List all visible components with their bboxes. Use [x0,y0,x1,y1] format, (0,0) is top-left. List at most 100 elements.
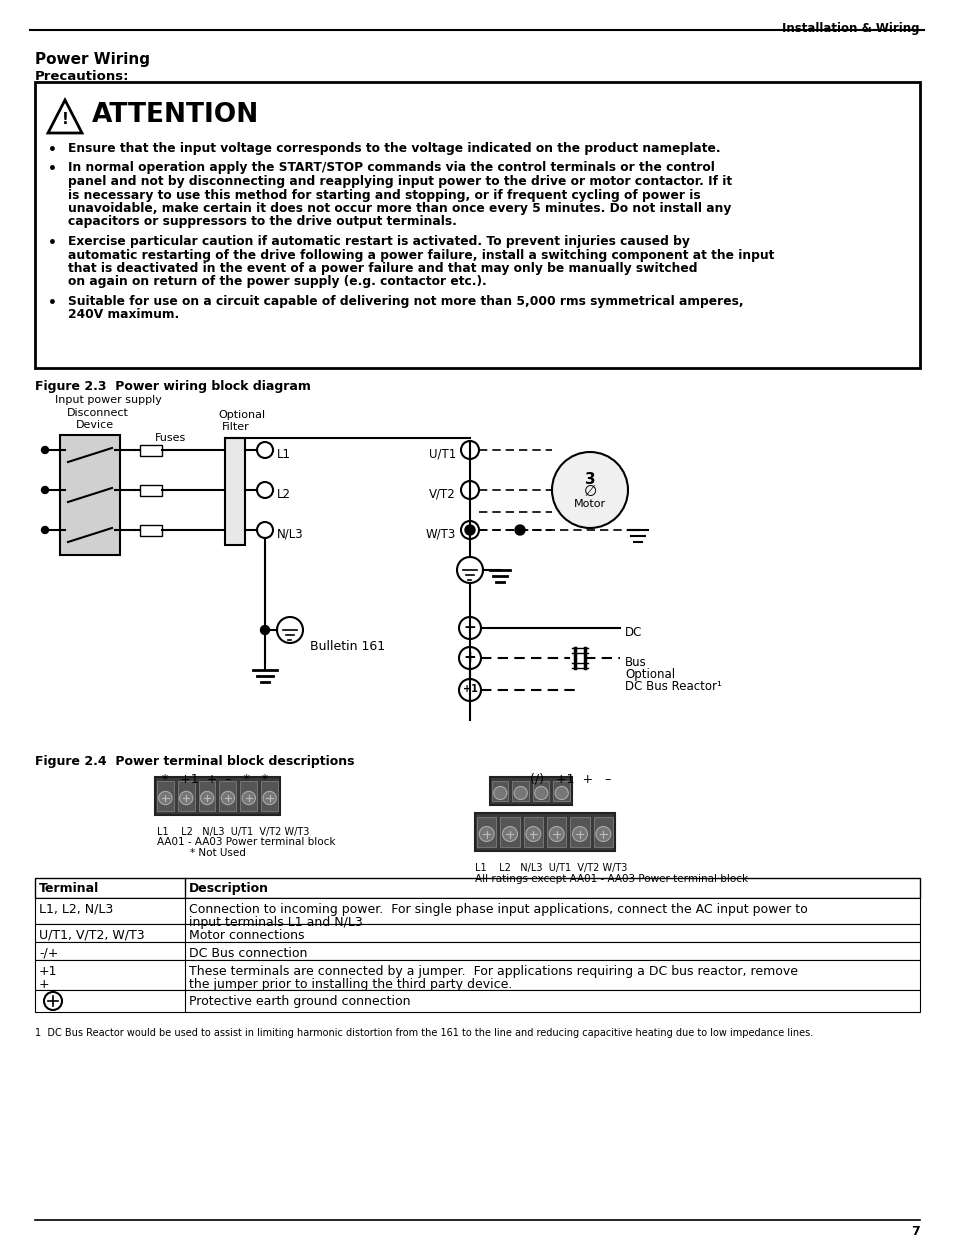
Bar [490,777,572,805]
Text: These terminals are connected by a jumper.  For applications requiring a DC bus : These terminals are connected by a jumpe… [189,965,797,978]
Text: +1: +1 [39,965,57,978]
Text: Installation & Wiring: Installation & Wiring [781,22,919,35]
Text: Input power supply: Input power supply [55,395,162,405]
Circle shape [276,618,303,643]
Bar [35,82,919,368]
Circle shape [242,792,255,805]
Text: capacitors or suppressors to the drive output terminals.: capacitors or suppressors to the drive o… [68,215,456,228]
Text: L1    L2   N/L3  U/T1  V/T2 W/T3: L1 L2 N/L3 U/T1 V/T2 W/T3 [157,827,309,837]
Circle shape [493,787,506,799]
Text: 240V maximum.: 240V maximum. [68,309,179,321]
Text: Ensure that the input voltage corresponds to the voltage indicated on the produc: Ensure that the input voltage correspond… [68,142,720,156]
Text: N/L3: N/L3 [276,527,303,541]
Bar [140,525,162,536]
Text: Suitable for use on a circuit capable of delivering not more than 5,000 rms symm: Suitable for use on a circuit capable of… [68,295,742,308]
Text: Motor connections: Motor connections [189,929,304,942]
Circle shape [158,792,172,805]
Text: Power Wiring: Power Wiring [35,52,150,67]
Text: DC: DC [624,626,641,638]
Text: Fuses: Fuses [154,433,186,443]
Bar [35,990,919,1011]
Text: ATTENTION: ATTENTION [91,103,259,128]
Bar [140,445,162,456]
Bar [593,818,613,847]
Bar [35,960,919,990]
Circle shape [456,557,482,583]
Text: Bus: Bus [624,656,646,669]
Bar [60,435,120,555]
Text: *   +1  +  –   *   *: * +1 + – * * [162,773,268,785]
Text: Connection to incoming power.  For single phase input applications, connect the : Connection to incoming power. For single… [189,903,807,916]
Circle shape [460,480,478,499]
Text: Exercise particular caution if automatic restart is activated. To prevent injuri: Exercise particular caution if automatic… [68,235,689,248]
Text: unavoidable, make certain it does not occur more than once every 5 minutes. Do n: unavoidable, make certain it does not oc… [68,203,731,215]
Text: that is deactivated in the event of a power failure and that may only be manuall: that is deactivated in the event of a po… [68,262,697,275]
Text: •: • [48,296,56,310]
Circle shape [179,792,193,805]
Circle shape [256,442,273,458]
Text: AA01 - AA03 Power terminal block: AA01 - AA03 Power terminal block [157,837,335,847]
Text: Disconnect: Disconnect [67,408,129,417]
Text: All ratings except AA01 - AA03 Power terminal block: All ratings except AA01 - AA03 Power ter… [475,874,747,884]
Bar [219,781,236,811]
Text: L1, L2, N/L3: L1, L2, N/L3 [39,903,113,916]
Bar [553,781,569,802]
Text: +: + [39,978,50,990]
Bar [154,777,280,815]
Circle shape [549,826,563,841]
Circle shape [458,618,480,638]
Text: Motor: Motor [574,499,605,509]
Text: Optional: Optional [218,410,265,420]
Text: -/+: -/+ [39,947,58,960]
Circle shape [478,826,494,841]
Circle shape [502,826,517,841]
Text: is necessary to use this method for starting and stopping, or if frequent cyclin: is necessary to use this method for star… [68,189,700,201]
Text: (/)   +1  +   –: (/) +1 + – [530,773,611,785]
Circle shape [572,826,587,841]
Text: U/T1: U/T1 [428,447,456,461]
Circle shape [42,487,49,494]
Polygon shape [48,100,82,133]
Bar [512,781,529,802]
Circle shape [525,826,540,841]
Bar [35,898,919,924]
Circle shape [42,526,49,534]
Circle shape [256,522,273,538]
Text: In normal operation apply the START/STOP commands via the control terminals or t: In normal operation apply the START/STOP… [68,162,714,174]
Circle shape [464,525,475,535]
Text: Bulletin 161: Bulletin 161 [310,640,385,653]
Text: 1  DC Bus Reactor would be used to assist in limiting harmonic distortion from t: 1 DC Bus Reactor would be used to assist… [35,1028,812,1037]
Bar [177,781,194,811]
Text: Device: Device [76,420,114,430]
Circle shape [514,787,527,799]
Circle shape [458,679,480,701]
Text: the jumper prior to installing the third party device.: the jumper prior to installing the third… [189,978,512,990]
Text: Protective earth ground connection: Protective earth ground connection [189,995,410,1008]
Text: 3: 3 [584,473,595,488]
Bar [225,438,245,545]
Text: Figure 2.4  Power terminal block descriptions: Figure 2.4 Power terminal block descript… [35,755,355,768]
Text: Description: Description [189,882,269,895]
Text: V/T2: V/T2 [429,488,456,500]
Bar [35,942,919,960]
Bar [546,818,566,847]
Text: DC Bus connection: DC Bus connection [189,947,307,960]
Circle shape [460,441,478,459]
Bar [157,781,173,811]
Text: !: ! [62,111,69,126]
Text: Optional: Optional [624,668,675,680]
Text: automatic restarting of the drive following a power failure, install a switching: automatic restarting of the drive follow… [68,248,774,262]
Text: panel and not by disconnecting and reapplying input power to the drive or motor : panel and not by disconnecting and reapp… [68,175,731,188]
Text: input terminals L1 and N/L3: input terminals L1 and N/L3 [189,916,362,929]
Text: L1    L2   N/L3  U/T1  V/T2 W/T3: L1 L2 N/L3 U/T1 V/T2 W/T3 [475,863,627,873]
Bar [198,781,215,811]
Bar [533,781,549,802]
Circle shape [44,992,62,1010]
Circle shape [458,647,480,669]
Circle shape [460,521,478,538]
Bar [140,484,162,495]
Circle shape [596,826,610,841]
Circle shape [555,787,568,799]
Text: −: − [463,620,476,635]
Bar [35,924,919,942]
